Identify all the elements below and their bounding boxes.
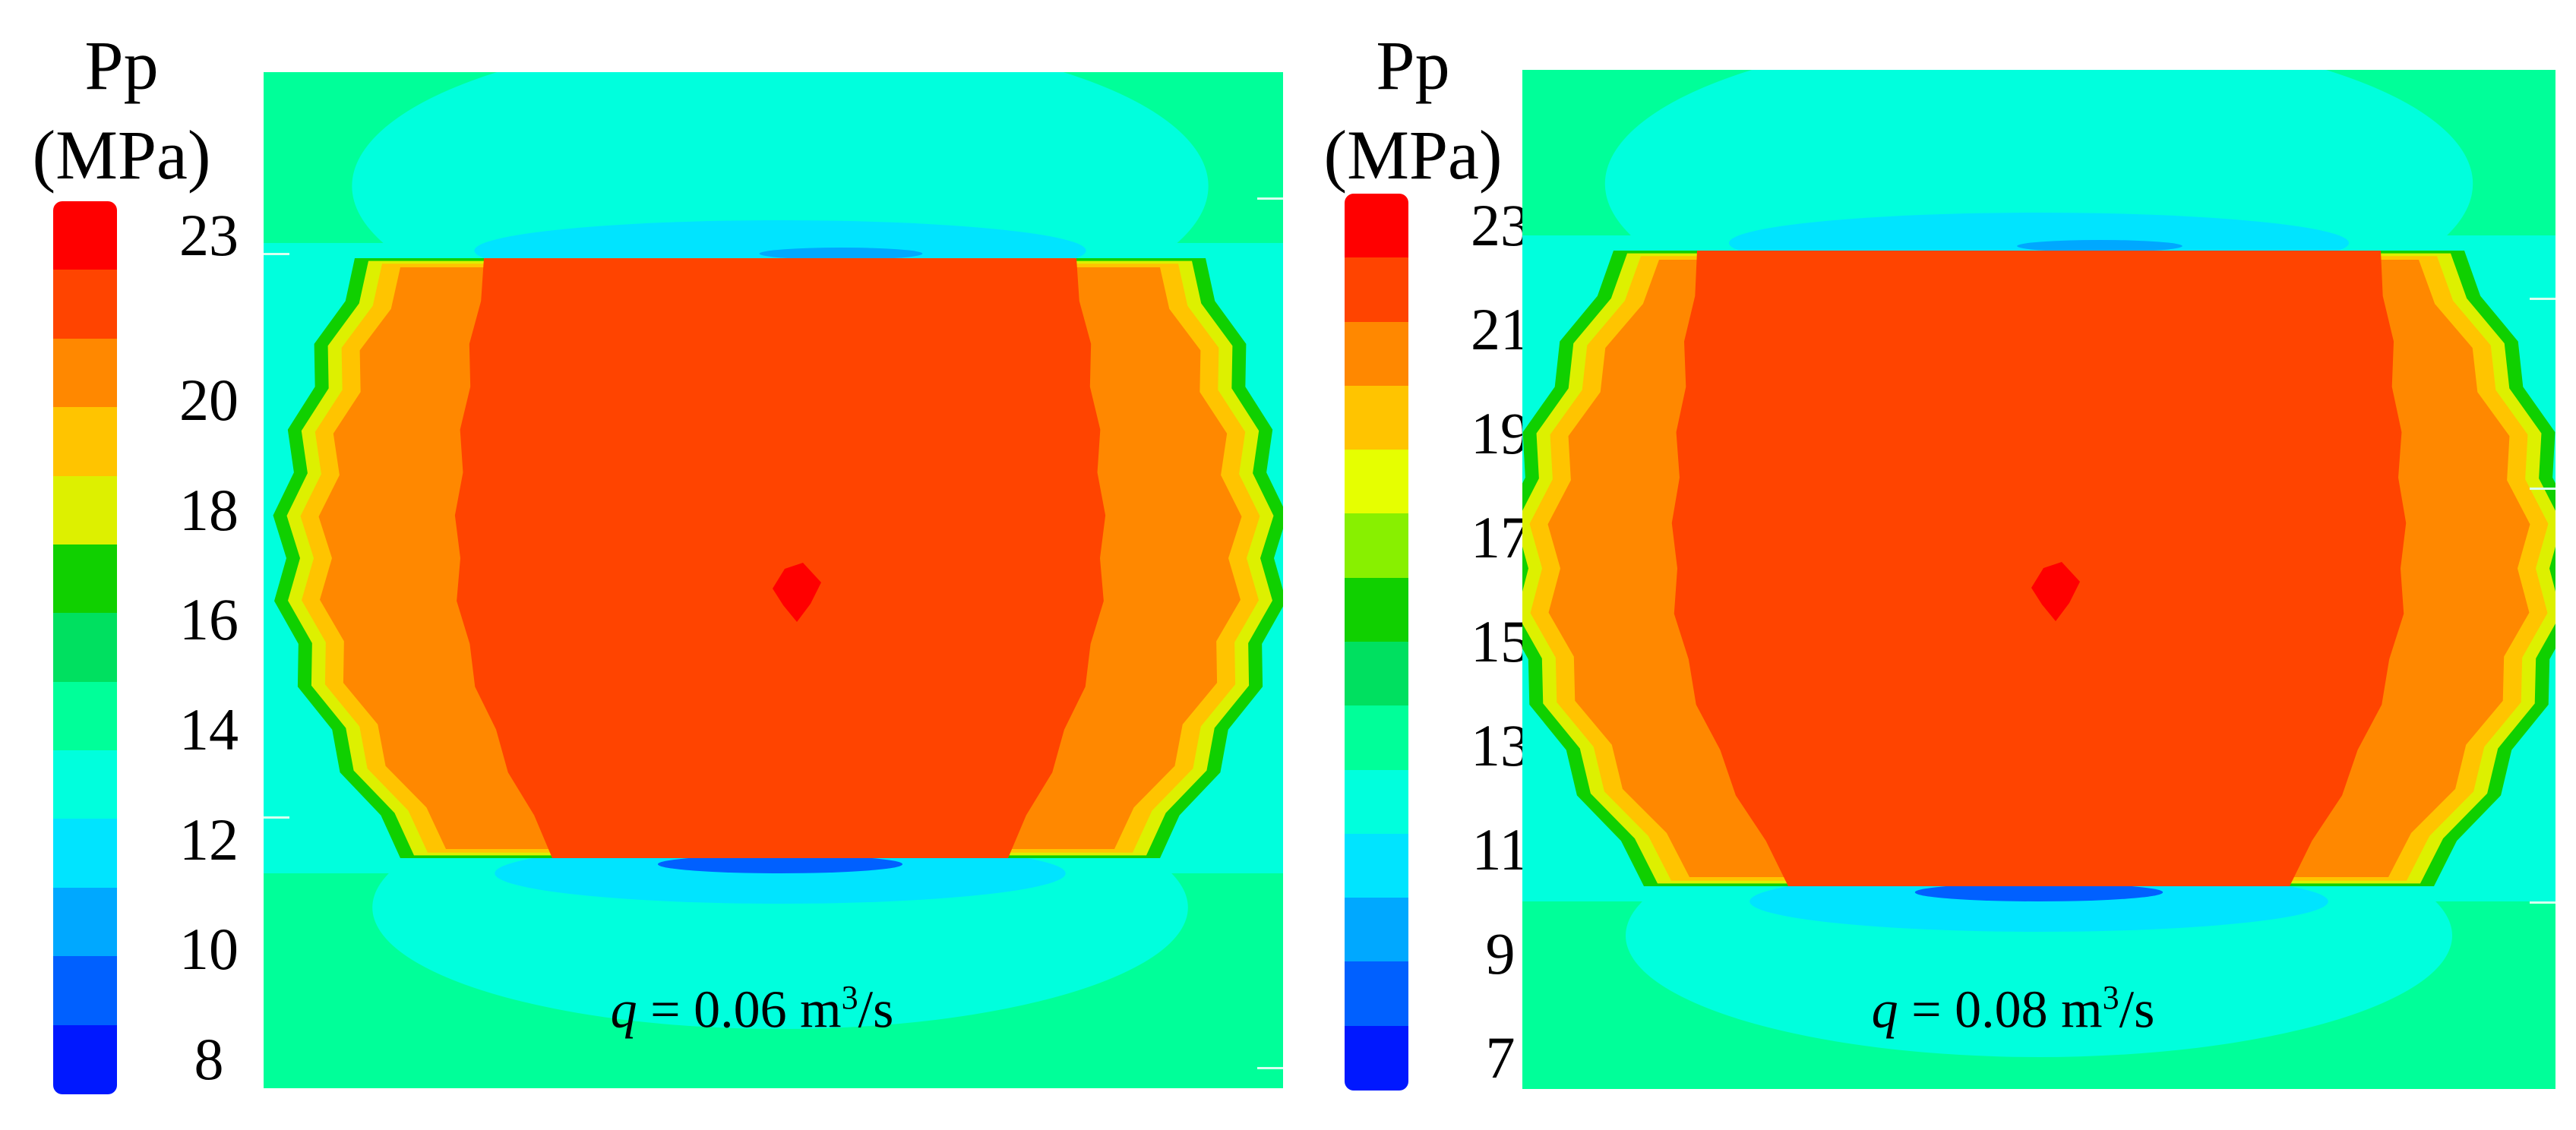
colorbar-band — [53, 407, 117, 477]
colorbar-band — [1345, 833, 1408, 899]
colorbar-band — [53, 956, 117, 1026]
colorbar-tick-label: 23 — [179, 202, 239, 269]
colorbar-band — [1345, 577, 1408, 642]
flow-rate-exponent: 3 — [841, 979, 858, 1016]
colorbar-band — [1345, 898, 1408, 963]
panel-q-0-08: Pp (MPa) 23 21 19 17 15 13 11 9 7 q = 0.08 m3/s — [1291, 0, 2576, 1130]
legend-title-pp: Pp — [1376, 27, 1450, 104]
axis-tick — [2530, 901, 2555, 904]
colorbar-band — [53, 681, 117, 752]
flow-rate-exponent: 3 — [2102, 979, 2119, 1016]
legend-title-pp: Pp — [84, 27, 159, 104]
colorbar-band — [53, 819, 117, 889]
colorbar-tick-label: 10 — [179, 916, 239, 983]
pressure-contour-plot — [264, 72, 1283, 1088]
colorbar-tick-label: 11 — [1471, 816, 1529, 882]
colorbar-band — [1345, 513, 1408, 579]
legend-title-unit: (MPa) — [32, 116, 211, 194]
flow-rate-unit: /s — [858, 980, 894, 1040]
contour-svg — [1522, 70, 2555, 1089]
colorbar-bands — [1345, 194, 1408, 1091]
colorbar-band — [1345, 194, 1408, 259]
colorbar-band — [1345, 705, 1408, 771]
colorbar-band — [1345, 961, 1408, 1027]
colorbar-tick-label: 15 — [1471, 608, 1530, 674]
flow-rate-symbol: q — [610, 980, 637, 1040]
flow-rate-value: = 0.06 m — [637, 980, 842, 1040]
colorbar-tick-label: 23 — [1471, 192, 1530, 259]
colorbar-tick-label: 14 — [179, 696, 239, 762]
panel-q-0-06: Pp (MPa) 23 20 18 16 14 12 10 8 q = 0.06 m3/s — [32, 27, 1283, 1094]
flow-rate-value: = 0.08 m — [1898, 980, 2103, 1040]
colorbar-band — [53, 613, 117, 683]
colorbar-tick-label: 9 — [1485, 920, 1516, 986]
pressure-core — [1671, 251, 2407, 886]
colorbar-band — [1345, 1025, 1408, 1091]
axis-tick — [2530, 488, 2555, 490]
colorbar-tick-label: 8 — [194, 1025, 224, 1092]
legend-title-unit: (MPa) — [1323, 116, 1503, 194]
colorbar-tick-label: 12 — [179, 806, 239, 873]
axis-tick — [2530, 298, 2555, 300]
colorbar-tick-label: 20 — [179, 367, 239, 434]
low-pressure-bottom — [657, 855, 903, 873]
flow-rate-symbol: q — [1871, 980, 1898, 1040]
flow-rate-annotation: q = 0.08 m3/s — [1872, 981, 2155, 1037]
colorbar-band — [1345, 642, 1408, 707]
colorbar-band — [53, 475, 117, 545]
flow-rate-annotation: q = 0.06 m3/s — [611, 981, 894, 1037]
colorbar-tick-label: 16 — [179, 586, 239, 653]
low-pressure-top — [2017, 240, 2182, 252]
colorbar-tick-label: 19 — [1471, 400, 1530, 467]
pressure-contour-plot — [1522, 70, 2555, 1089]
colorbar-band — [53, 544, 117, 614]
injection-point — [2031, 562, 2080, 621]
pressure-core — [454, 258, 1106, 858]
colorbar-band — [53, 338, 117, 409]
contour-svg — [264, 72, 1283, 1088]
colorbar-band — [1345, 450, 1408, 515]
colorbar-band — [1345, 321, 1408, 387]
colorbar-band — [1345, 769, 1408, 835]
colorbar-tick-label: 21 — [1471, 296, 1530, 363]
low-pressure-bottom — [1914, 883, 2164, 901]
colorbar-band — [1345, 257, 1408, 323]
colorbar-tick-label: 18 — [179, 476, 239, 543]
colorbar-bands — [53, 201, 117, 1094]
colorbar-band — [53, 887, 117, 958]
colorbar: 23 20 18 16 14 12 10 8 — [53, 201, 304, 1094]
axis-tick — [1257, 197, 1283, 200]
colorbar-band — [1345, 385, 1408, 451]
flow-rate-unit: /s — [2119, 980, 2155, 1040]
low-pressure-top — [759, 248, 923, 260]
colorbar-tick-label: 13 — [1471, 712, 1530, 778]
axis-tick — [264, 253, 289, 255]
colorbar-band — [53, 270, 117, 339]
injection-point — [773, 563, 821, 622]
axis-tick — [264, 816, 289, 819]
axis-tick — [1257, 1067, 1283, 1069]
colorbar: 23 21 19 17 15 13 11 9 7 — [1345, 192, 1595, 1091]
colorbar-band — [53, 201, 117, 271]
colorbar-band — [53, 1024, 117, 1094]
colorbar-band — [53, 750, 117, 820]
colorbar-tick-label: 7 — [1485, 1024, 1516, 1091]
colorbar-tick-label: 17 — [1471, 504, 1530, 571]
